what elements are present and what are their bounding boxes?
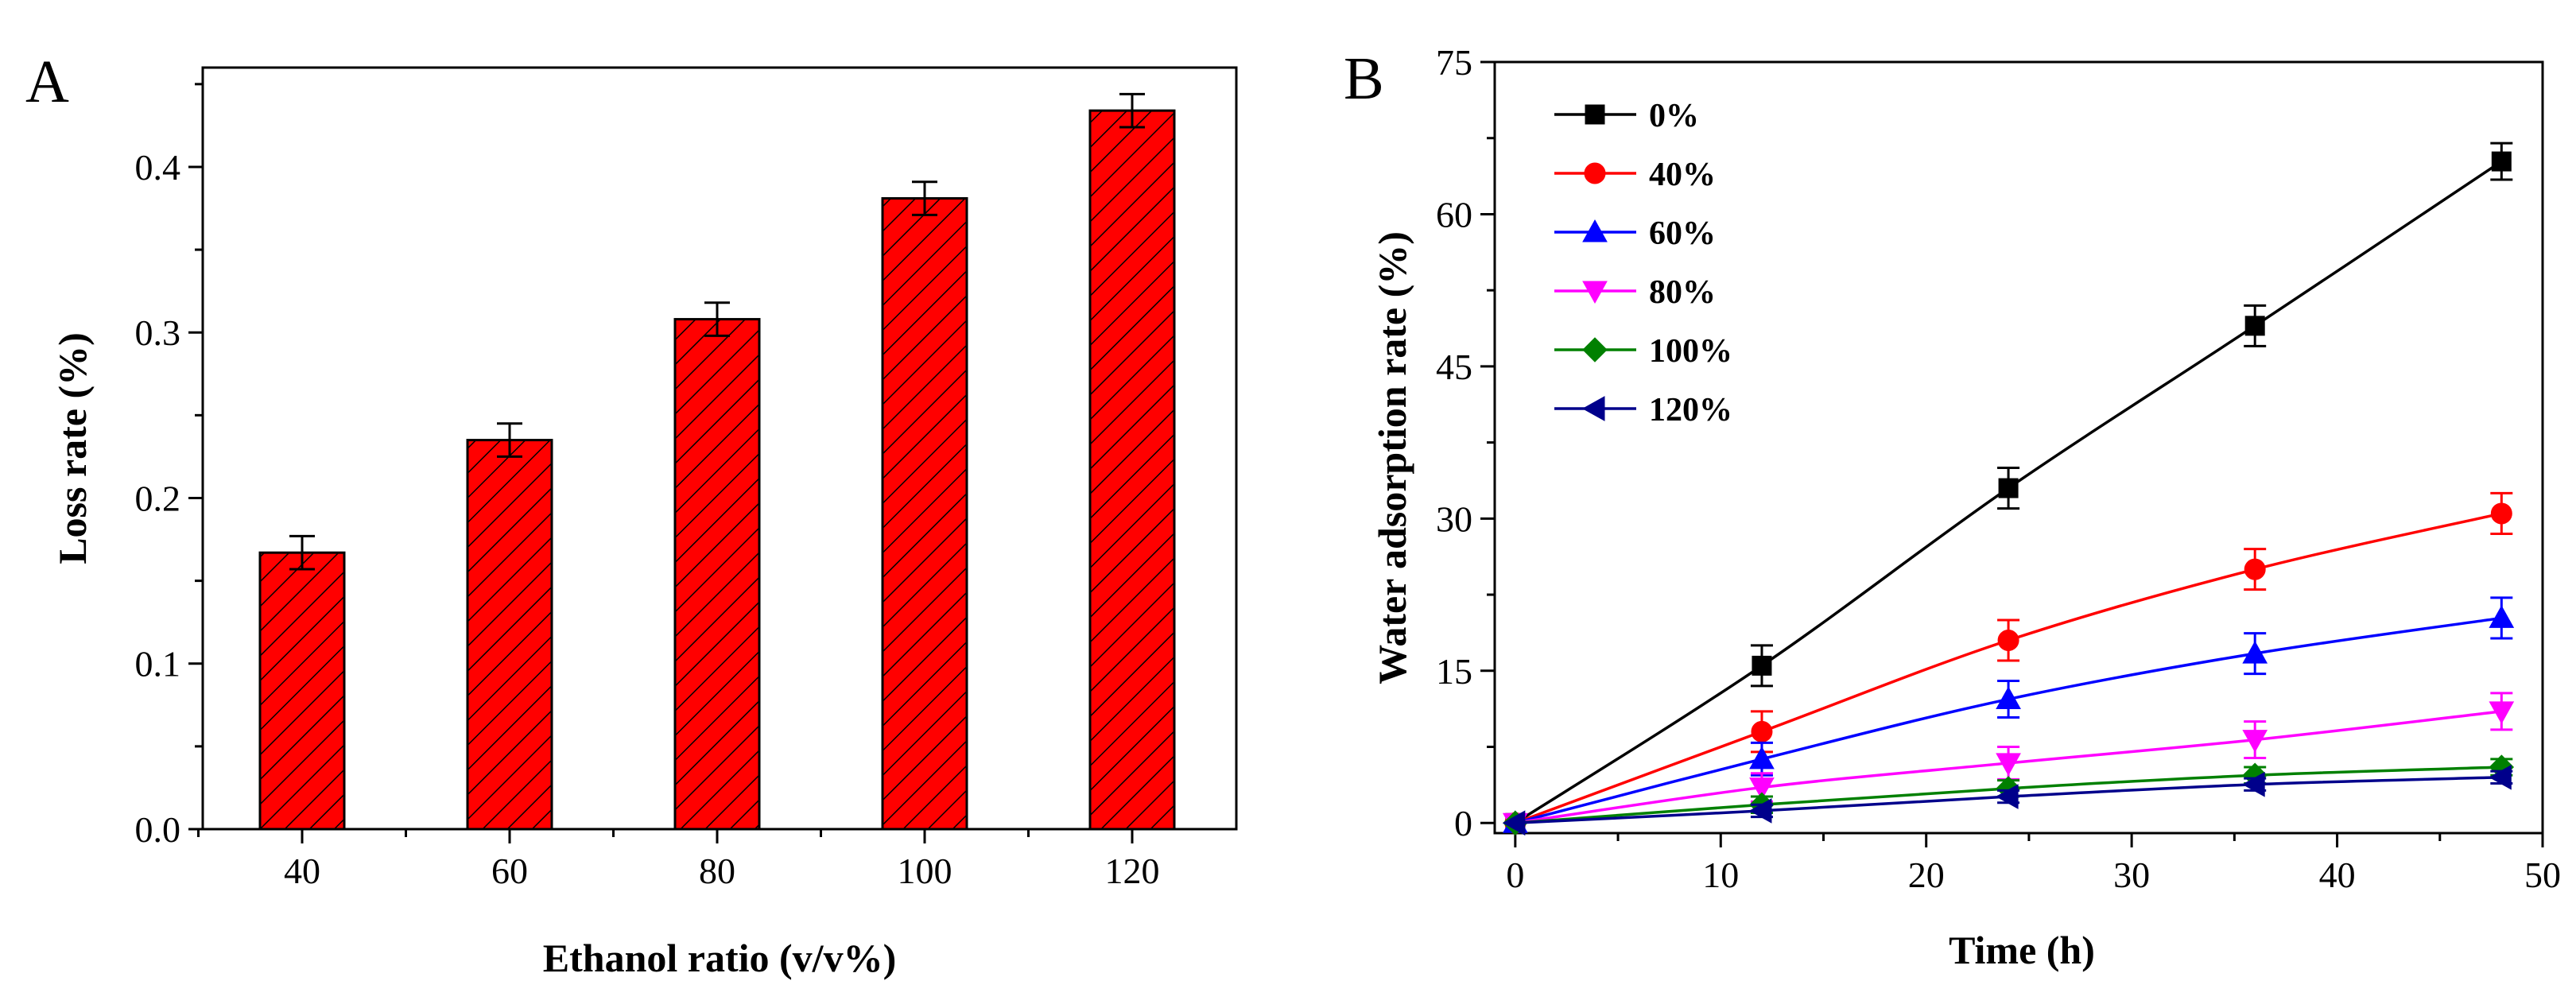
y-tick-label: 30	[1436, 498, 1472, 539]
legend-label-0pct: 0%	[1649, 98, 1699, 134]
legend-label-80pct: 80%	[1649, 274, 1716, 311]
point-0pct	[2244, 316, 2265, 336]
point-40pct	[2490, 502, 2512, 525]
chart-a-x-title: Ethanol ratio (v/v%)	[543, 936, 896, 980]
panel-a-label: A	[25, 48, 69, 115]
bar-60	[466, 439, 553, 831]
x-tick-label: 50	[2524, 855, 2561, 895]
chart-b-y-ticks: 0 15 30 45 60 75	[1436, 42, 1495, 843]
chart-b-x-ticks: 0 10 20 30 40 50	[1506, 833, 2561, 895]
chart-a: A 40 60 80 100 120 0.0 0.1 0.2 0.3 0.4 Ethanol r…	[25, 48, 1238, 980]
bar-100	[881, 197, 968, 831]
x-tick-label: 10	[1702, 855, 1739, 895]
point-80pct	[1749, 777, 1775, 801]
y-tick-label: 75	[1436, 42, 1472, 83]
legend-label-40pct: 40%	[1649, 157, 1716, 193]
x-tick-label: 30	[2113, 855, 2150, 895]
legend-marker-120pct	[1581, 396, 1605, 421]
point-0pct	[2491, 151, 2512, 172]
point-40pct	[2244, 558, 2266, 580]
chart-b-x-title: Time (h)	[1949, 928, 2095, 972]
point-120pct	[1748, 798, 1772, 824]
chart-b-y-title: Water adsorption rate (%)	[1370, 231, 1414, 684]
x-tick-label: 40	[2319, 855, 2356, 895]
x-tick-label-40: 40	[284, 851, 320, 891]
legend-label-120pct: 120%	[1649, 392, 1732, 428]
chart-a-x-ticks: 40 60 80 100 120	[197, 829, 1160, 891]
chart-b-legend: 0% 40% 60% 80% 100% 120%	[1554, 98, 1732, 428]
y-tick-label: 0	[1454, 803, 1472, 843]
point-120pct	[1502, 810, 1526, 836]
point-60pct	[2242, 641, 2268, 664]
point-40pct	[1997, 630, 2019, 651]
point-0pct	[1998, 478, 2019, 498]
point-120pct	[1996, 784, 2019, 809]
point-120pct	[2242, 771, 2265, 797]
point-40pct	[1751, 720, 1773, 742]
point-60pct	[1996, 686, 2021, 710]
legend-label-100pct: 100%	[1649, 333, 1732, 370]
x-tick-label: 0	[1506, 855, 1524, 895]
legend-marker-40pct	[1584, 162, 1606, 184]
legend-marker-60pct	[1582, 219, 1608, 242]
x-tick-label-60: 60	[491, 851, 528, 891]
y-tick-label: 15	[1436, 651, 1472, 692]
bar-40	[258, 551, 346, 831]
y-tick-label: 0.3	[135, 312, 181, 353]
chart-a-y-title: Loss rate (%)	[50, 332, 95, 564]
legend-label-60pct: 60%	[1649, 215, 1716, 252]
legend-marker-80pct	[1582, 281, 1608, 304]
chart-a-bars	[258, 92, 1176, 831]
x-tick-label-80: 80	[699, 851, 735, 891]
y-tick-label: 0.2	[135, 478, 181, 518]
bar-120	[1088, 109, 1176, 831]
y-tick-label: 60	[1436, 194, 1472, 235]
point-60pct	[2489, 605, 2515, 628]
point-80pct	[2489, 701, 2515, 724]
panel-b-label: B	[1344, 45, 1384, 112]
x-tick-label: 20	[1908, 855, 1945, 895]
point-120pct	[2489, 764, 2512, 790]
point-60pct	[1749, 746, 1775, 770]
y-tick-label: 0.4	[135, 147, 181, 188]
y-tick-label: 0.0	[135, 809, 181, 850]
legend-marker-0pct	[1585, 104, 1605, 125]
point-80pct	[1996, 753, 2021, 776]
x-tick-label-120: 120	[1105, 851, 1160, 891]
point-80pct	[2242, 730, 2268, 753]
chart-b-series	[1502, 142, 2515, 836]
point-0pct	[1752, 655, 1772, 676]
x-tick-label-100: 100	[898, 851, 952, 891]
legend-marker-100pct	[1582, 337, 1608, 362]
chart-b: B 0 10 20 30 40 50 0 15 30 45 60 75 0% 40% 60% 80% 100…	[1344, 42, 2561, 972]
bar-80	[673, 318, 761, 831]
chart-b-frame	[1493, 60, 2544, 835]
y-tick-label: 0.1	[135, 644, 181, 684]
y-tick-label: 45	[1436, 347, 1472, 387]
chart-a-y-ticks: 0.0 0.1 0.2 0.3 0.4	[135, 83, 203, 850]
